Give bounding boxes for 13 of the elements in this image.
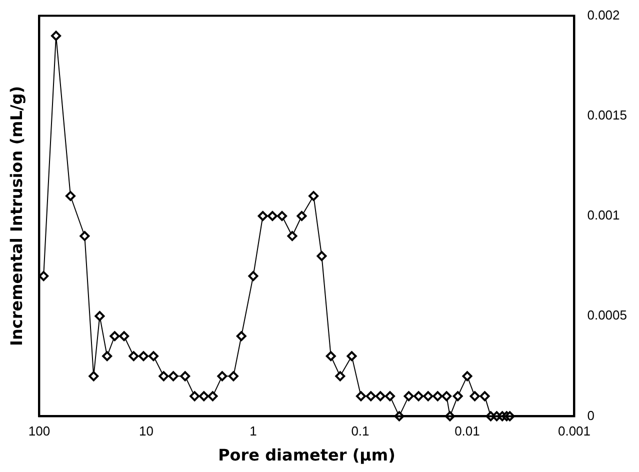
y-tick-label: 0 — [587, 408, 594, 423]
x-axis-title: Pore diameter (μm) — [218, 446, 396, 465]
x-tick-label: 100 — [28, 424, 50, 439]
x-tick-label: 0.01 — [454, 424, 480, 439]
x-tick-label: 1 — [250, 424, 257, 439]
x-tick-label: 10 — [138, 424, 154, 439]
x-tick-label: 0.1 — [351, 424, 370, 439]
y-tick-label: 0.001 — [587, 208, 620, 223]
x-tick-label: 0.001 — [558, 424, 591, 439]
y-tick-label: 0.0015 — [587, 107, 628, 122]
y-axis-title: Incremental Intrusion (mL/g) — [6, 86, 26, 346]
y-tick-label: 0.0005 — [587, 308, 628, 323]
y-tick-label: 0.002 — [587, 7, 620, 22]
